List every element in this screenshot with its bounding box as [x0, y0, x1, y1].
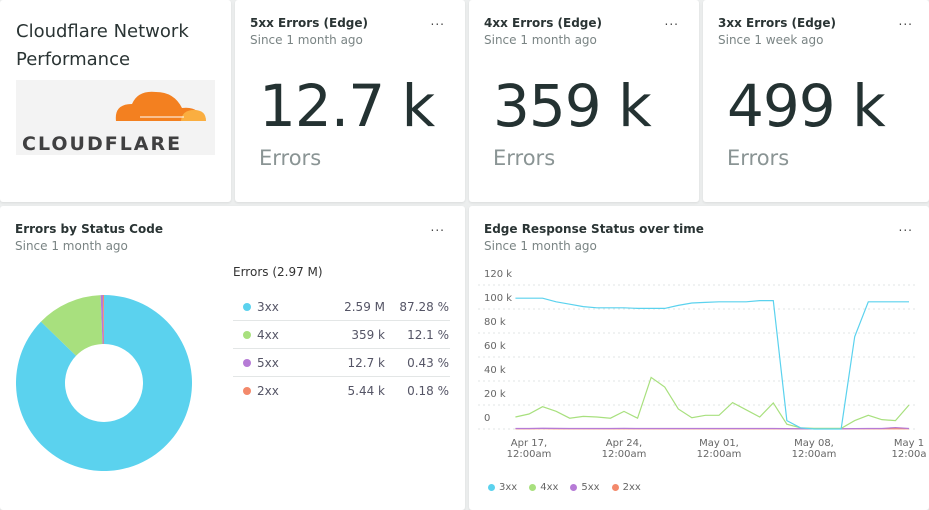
legend-item-3xx[interactable]: 3xx	[488, 482, 517, 493]
billboard-unit: Errors	[493, 146, 556, 170]
series-line-3xx[interactable]	[515, 297, 909, 430]
billboard-3xx: 3xx Errors (Edge) Since 1 week ago ... 4…	[703, 0, 929, 202]
status-name: 3xx	[257, 299, 279, 314]
donut-slice-3xx[interactable]	[15, 295, 192, 471]
panel-menu-button[interactable]: ...	[898, 220, 913, 234]
y-tick-label: 120 k	[484, 269, 512, 280]
x-tick-label: 12:00a	[892, 449, 927, 460]
card-title: 3xx Errors (Edge)	[718, 16, 837, 30]
status-percent: 87.28 %	[399, 299, 449, 314]
card-subtitle: Since 1 week ago	[718, 33, 824, 47]
legend-header: Errors (2.97 M)	[233, 265, 323, 279]
status-percent: 0.18 %	[407, 384, 449, 398]
legend-dot	[243, 387, 251, 395]
billboard-unit: Errors	[259, 146, 322, 170]
legend-row-2xx[interactable]: 2xx 5.44 k 0.18 %	[233, 377, 450, 405]
x-tick-label: Apr 17,	[511, 438, 547, 449]
status-percent: 12.1 %	[407, 327, 449, 342]
legend-label: 3xx	[499, 482, 518, 493]
status-name: 4xx	[257, 327, 279, 342]
billboard-value: 359 k	[493, 72, 652, 140]
billboard-unit: Errors	[727, 146, 790, 170]
x-tick-label: 12:00am	[792, 449, 837, 460]
legend-dot	[488, 484, 495, 491]
y-tick-label: 0	[484, 413, 490, 424]
legend-label: 5xx	[581, 482, 600, 493]
status-percent: 0.43 %	[407, 355, 449, 370]
x-tick-label: 12:00am	[602, 449, 647, 460]
y-tick-label: 20 k	[484, 389, 506, 400]
line-legend: 3xx 4xx 5xx 2xx	[488, 482, 641, 493]
status-count: 2.59 M	[344, 299, 385, 314]
y-tick-label: 40 k	[484, 365, 506, 376]
x-tick-label: May 01,	[699, 438, 739, 449]
billboard-5xx: 5xx Errors (Edge) Since 1 month ago ... …	[235, 0, 465, 202]
y-tick-label: 60 k	[484, 341, 506, 352]
errors-by-status-panel: Errors by Status Code Since 1 month ago …	[0, 206, 465, 510]
billboard-value: 499 k	[727, 72, 886, 140]
billboard-value: 12.7 k	[259, 72, 435, 140]
card-menu-button[interactable]: ...	[664, 14, 679, 28]
legend-item-5xx[interactable]: 5xx	[570, 482, 600, 493]
legend-dot	[611, 484, 619, 491]
edge-response-panel: Edge Response Status over time Since 1 m…	[469, 206, 929, 510]
legend-row-5xx[interactable]: 5xx 12.7 k 0.43 %	[233, 349, 450, 377]
series-line-4xx[interactable]	[515, 376, 910, 429]
legend-label: 4xx	[540, 482, 559, 493]
x-tick-label: 12:00am	[507, 449, 552, 460]
x-tick-label: Apr 24,	[606, 438, 642, 449]
pie-legend-table: Errors (2.97 M) 3xx 2.59 M 87.28 % 4xx 359 k…	[233, 265, 450, 405]
billboard-4xx: 4xx Errors (Edge) Since 1 month ago ... …	[469, 0, 699, 202]
x-tick-label: May 08,	[794, 438, 834, 449]
logo-wordmark: CLOUDFLARE	[22, 133, 182, 155]
legend-item-2xx[interactable]: 2xx	[611, 482, 641, 493]
card-menu-button[interactable]: ...	[430, 14, 445, 28]
panel-subtitle: Since 1 month ago	[15, 239, 128, 253]
legend-dot	[570, 484, 578, 491]
panel-subtitle: Since 1 month ago	[484, 239, 597, 253]
panel-menu-button[interactable]: ...	[430, 220, 445, 234]
donut-slice-2xx[interactable]	[102, 295, 104, 345]
donut-slice-5xx[interactable]	[100, 295, 104, 345]
status-count: 12.7 k	[347, 355, 385, 370]
title-card: Cloudflare Network Performance CLOUDFLAR…	[0, 0, 231, 202]
legend-label: 2xx	[622, 482, 641, 493]
dashboard-title: Cloudflare Network Performance	[16, 21, 189, 70]
legend-dot	[243, 302, 251, 311]
legend-dot	[529, 484, 537, 491]
cloudflare-logo: CLOUDFLARE	[16, 80, 215, 155]
legend-item-4xx[interactable]: 4xx	[529, 482, 558, 493]
panel-title: Errors by Status Code	[15, 222, 163, 236]
legend-dot	[243, 330, 251, 339]
status-count: 5.44 k	[347, 384, 385, 398]
legend-row-4xx[interactable]: 4xx 359 k 12.1 %	[233, 321, 450, 349]
card-subtitle: Since 1 month ago	[250, 33, 363, 47]
status-name: 2xx	[257, 384, 279, 398]
y-tick-label: 100 k	[484, 293, 512, 304]
status-name: 5xx	[257, 355, 279, 370]
x-tick-label: 12:00am	[697, 449, 742, 460]
donut-chart	[15, 295, 192, 471]
card-subtitle: Since 1 month ago	[484, 33, 597, 47]
card-menu-button[interactable]: ...	[898, 14, 913, 28]
card-title: 5xx Errors (Edge)	[250, 16, 369, 30]
panel-title: Edge Response Status over time	[484, 222, 704, 236]
legend-dot	[243, 358, 251, 367]
donut-slice-4xx[interactable]	[40, 295, 103, 356]
y-tick-label: 80 k	[484, 317, 506, 328]
series-line-5xx[interactable]	[515, 426, 910, 430]
x-tick-label: May 1	[894, 438, 924, 449]
status-count: 359 k	[351, 327, 385, 342]
card-title: 4xx Errors (Edge)	[484, 16, 603, 30]
legend-row-3xx[interactable]: 3xx 2.59 M 87.28 %	[233, 293, 450, 321]
